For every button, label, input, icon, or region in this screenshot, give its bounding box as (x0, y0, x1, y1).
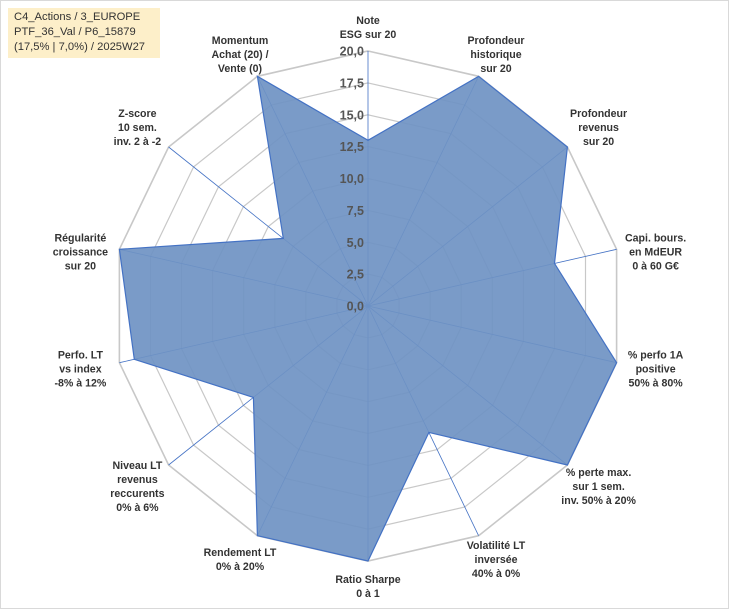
axis-label-14: Momentum Achat (20) / Vente (0) (211, 35, 268, 75)
axis-label-7-line-1: Volatilité LT (467, 540, 526, 552)
axis-label-2: Profondeur historique sur 20 (467, 35, 524, 75)
axis-label-3: Profondeur revenus sur 20 (570, 108, 627, 148)
axis-label-5-line-2: positive (636, 364, 676, 376)
axis-label-4-line-2: en MdEUR (629, 247, 682, 259)
axis-label-12: Régularité croissance sur 20 (53, 233, 108, 273)
tick-labels: 0,0 2,5 5,0 7,5 10,0 12,5 15,0 17,5 20,0 (340, 45, 364, 314)
axis-label-10-line-1: Niveau LT (112, 460, 162, 472)
axis-label-8-line-1: Ratio Sharpe (335, 574, 400, 586)
axis-label-13-line-1: Z-score (118, 108, 156, 120)
axis-label-8-line-2: 0 à 1 (356, 588, 380, 600)
tick-label-8: 20,0 (340, 45, 364, 59)
info-line-1: C4_Actions / 3_EUROPE (14, 11, 141, 23)
axis-label-8: Ratio Sharpe 0 à 1 (335, 574, 400, 600)
axis-label-11-line-2: vs index (59, 364, 102, 376)
axis-label-10-line-3: reccurents (110, 488, 164, 500)
axis-label-6: % perte max. sur 1 sem. inv. 50% à 20% (561, 467, 636, 507)
axis-label-6-line-2: sur 1 sem. (572, 481, 624, 493)
series-area (118, 75, 618, 562)
axis-label-11-line-3: -8% à 12% (54, 378, 106, 390)
axis-label-14-line-2: Achat (20) / (211, 49, 268, 61)
axis-label-7-line-3: 40% à 0% (472, 568, 521, 580)
axis-label-3-line-1: Profondeur (570, 108, 627, 120)
axis-label-12-line-2: croissance (53, 247, 108, 259)
axis-label-12-line-3: sur 20 (65, 261, 96, 273)
axis-label-3-line-3: sur 20 (583, 136, 614, 148)
axis-labels: Note ESG sur 20 Profondeur historique sur 20… (53, 15, 687, 600)
axis-label-13-line-3: inv. 2 à -2 (114, 136, 162, 148)
axis-label-12-line-1: Régularité (54, 233, 106, 245)
tick-label-5: 12,5 (340, 140, 364, 154)
tick-label-4: 10,0 (340, 172, 364, 186)
axis-label-9-line-2: 0% à 20% (216, 561, 265, 573)
axis-label-1-line-1: Note (356, 15, 380, 27)
axis-label-7: Volatilité LT inversée 40% à 0% (467, 540, 526, 580)
axis-label-13-line-2: 10 sem. (118, 122, 157, 134)
axis-label-7-line-2: inversée (475, 554, 518, 566)
axis-label-5: % perfo 1A positive 50% à 80% (628, 350, 684, 390)
axis-label-10: Niveau LT revenus reccurents 0% à 6% (110, 460, 164, 514)
axis-label-6-line-1: % perte max. (566, 467, 631, 479)
axis-label-6-line-3: inv. 50% à 20% (561, 495, 636, 507)
axis-label-4: Capi. bours. en MdEUR 0 à 60 G€ (625, 233, 686, 273)
axis-label-9-line-1: Rendement LT (204, 547, 277, 559)
tick-label-7: 17,5 (340, 76, 364, 90)
axis-label-3-line-2: revenus (578, 122, 619, 134)
tick-label-0: 0,0 (347, 300, 364, 314)
axis-label-5-line-3: 50% à 80% (629, 378, 684, 390)
axis-label-11: Perfo. LT vs index -8% à 12% (54, 350, 106, 390)
axis-label-1: Note ESG sur 20 (340, 15, 397, 41)
tick-label-1: 2,5 (347, 268, 364, 282)
series-layer (118, 75, 618, 562)
axis-label-9: Rendement LT 0% à 20% (204, 547, 277, 573)
axis-label-11-line-1: Perfo. LT (58, 350, 104, 362)
axis-label-2-line-2: historique (470, 49, 521, 61)
axis-label-14-line-3: Vente (0) (218, 63, 262, 75)
axis-label-2-line-1: Profondeur (467, 35, 524, 47)
axis-label-10-line-4: 0% à 6% (116, 502, 159, 514)
axis-label-5-line-1: % perfo 1A (628, 350, 684, 362)
axis-label-4-line-1: Capi. bours. (625, 233, 686, 245)
axis-label-14-line-1: Momentum (212, 35, 269, 47)
info-line-2: PTF_36_Val / P6_15879 (14, 26, 136, 38)
tick-label-2: 5,0 (347, 236, 364, 250)
axis-label-13: Z-score 10 sem. inv. 2 à -2 (114, 108, 162, 148)
axis-label-1-line-2: ESG sur 20 (340, 29, 397, 41)
tick-label-3: 7,5 (347, 204, 364, 218)
axis-label-10-line-2: revenus (117, 474, 158, 486)
axis-label-4-line-3: 0 à 60 G€ (632, 261, 679, 273)
portfolio-info-box: C4_Actions / 3_EUROPE PTF_36_Val / P6_15… (8, 8, 160, 58)
info-line-3: (17,5% | 7,0%) / 2025W27 (14, 41, 146, 53)
tick-label-6: 15,0 (340, 108, 364, 122)
axis-label-2-line-3: sur 20 (480, 63, 511, 75)
